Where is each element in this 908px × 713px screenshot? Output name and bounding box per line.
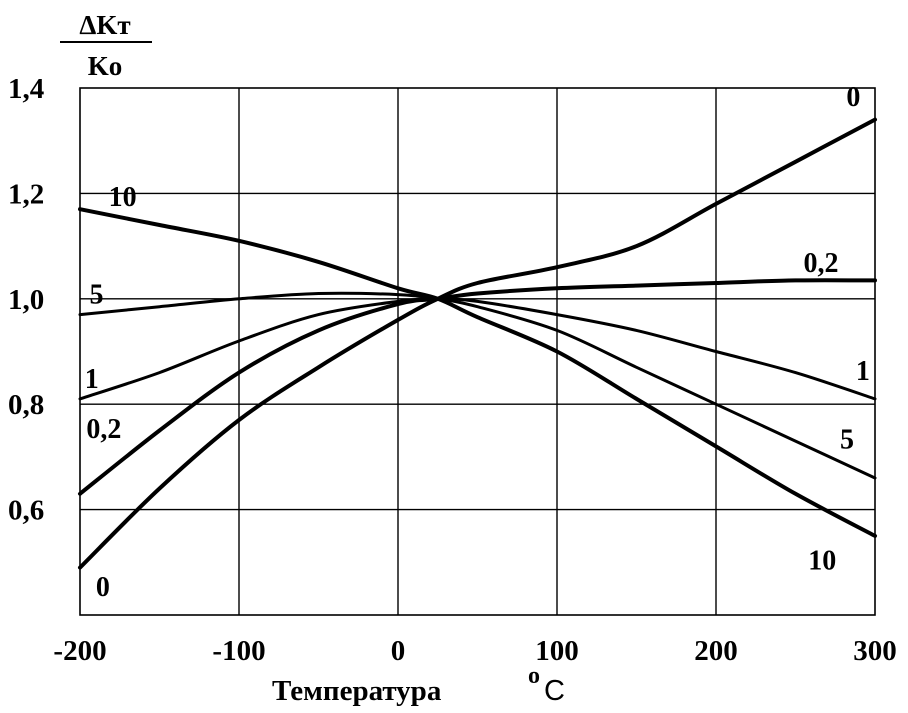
x-axis-unit-degree: o <box>528 663 540 689</box>
series-label: 1 <box>856 356 870 387</box>
series-line <box>78 297 877 401</box>
y-tick-label: 1,0 <box>8 284 44 316</box>
y-axis-title-denominator: Ko <box>88 51 123 81</box>
series-line <box>78 278 877 496</box>
series-label: 5 <box>840 424 854 455</box>
plot-frame <box>79 87 876 616</box>
series-label: 10 <box>808 546 836 577</box>
y-axis-title-numerator: ΔKт <box>79 10 130 40</box>
y-tick-label: 1,4 <box>8 73 44 105</box>
series-label: 0,2 <box>803 248 838 279</box>
x-tick-label: 0 <box>391 635 406 667</box>
y-axis-title: ΔKт Ko <box>60 10 152 81</box>
series-label: 5 <box>90 280 104 311</box>
y-tick-label: 0,6 <box>8 495 44 527</box>
series-label: 0 <box>96 572 110 603</box>
series-line <box>78 291 877 480</box>
x-tick-label: -100 <box>212 635 265 667</box>
y-tick-label: 0,8 <box>8 389 44 421</box>
series-label: 0,2 <box>86 414 121 445</box>
series-label: 10 <box>109 182 137 213</box>
x-tick-labels: -200 -100 0 100 200 300 <box>53 635 896 667</box>
grid <box>80 88 875 615</box>
x-axis-unit-letter: C <box>544 675 565 707</box>
series-line <box>78 207 877 538</box>
series-label: 1 <box>85 364 99 395</box>
series-line <box>78 117 877 570</box>
y-tick-labels: 0,6 0,8 1,0 1,2 1,4 <box>8 73 44 527</box>
x-tick-label: -200 <box>53 635 106 667</box>
y-tick-label: 1,2 <box>8 178 44 210</box>
curve-labels: 0 0,2 1 5 10 10 5 1 0,2 0 <box>85 82 870 603</box>
curves <box>78 117 877 570</box>
x-tick-label: 100 <box>535 635 579 667</box>
x-tick-label: 300 <box>853 635 897 667</box>
x-axis-title-text: Температура <box>272 675 442 707</box>
x-axis-title: Температура o C <box>272 663 565 707</box>
x-tick-label: 200 <box>694 635 738 667</box>
series-label: 0 <box>846 82 860 113</box>
